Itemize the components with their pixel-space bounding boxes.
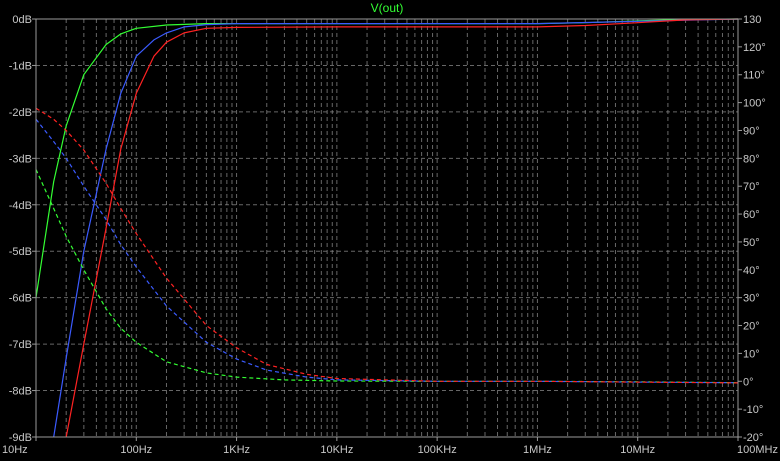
data-series [35, 18, 739, 438]
x-tick-label: 1MHz [523, 444, 552, 456]
grid-lines [36, 19, 738, 437]
left-tick-label: -4dB [9, 200, 32, 212]
left-tick-label: -9dB [9, 432, 32, 444]
right-tick-label: 40° [743, 265, 760, 277]
right-tick-label: 50° [743, 237, 760, 249]
left-tick-label: 0dB [12, 14, 32, 26]
x-tick-label: 10KHz [320, 444, 353, 456]
left-tick-label: -6dB [9, 293, 32, 305]
right-tick-label: 130 [743, 14, 761, 26]
magnitude-series-line-3 [65, 18, 739, 438]
x-tick-label: 100KHz [418, 444, 457, 456]
left-tick-label: -5dB [9, 246, 32, 258]
left-tick-label: -2dB [9, 107, 32, 119]
right-tick-label: 100° [743, 98, 766, 110]
x-tick-label: 100MHz [737, 444, 778, 456]
left-tick-label: -3dB [9, 153, 32, 165]
left-tick-label: -7dB [9, 339, 32, 351]
x-tick-label: 10Hz [2, 444, 28, 456]
phase-series-line-6 [35, 107, 739, 384]
phase-series-line-4 [35, 169, 739, 384]
right-tick-label: 60° [743, 209, 760, 221]
right-tick-label: 10° [743, 348, 760, 360]
chart-title: V(out) [371, 1, 404, 15]
x-tick-label: 10MHz [620, 444, 655, 456]
right-tick-label: -20° [743, 432, 763, 444]
right-tick-label: -10° [743, 404, 763, 416]
plot-frame [35, 18, 739, 438]
right-tick-label: 110° [743, 70, 765, 82]
right-tick-label: 120° [743, 42, 766, 54]
right-tick-label: 90° [743, 125, 760, 137]
right-tick-label: 80° [743, 153, 760, 165]
x-tick-label: 100Hz [120, 444, 152, 456]
left-tick-label: -1dB [9, 60, 32, 72]
right-tick-label: 20° [743, 321, 760, 333]
x-tick-label: 1KHz [223, 444, 250, 456]
left-tick-label: -8dB [9, 386, 32, 398]
right-tick-label: 0° [743, 376, 754, 388]
left-axis-ticks: 0dB -1dB -2dB -3dB -4dB -5dB -6dB -7dB -8dB -9dB [9, 14, 36, 444]
magnitude-series-line-2 [53, 18, 739, 438]
x-axis-ticks: 10Hz 100Hz 1KHz 10KHz 100KHz 1MHz 10MHz 100MHz [2, 437, 778, 456]
right-axis-ticks: 130 120° 110° 100° 90° 80° 70° 60° 50° 40° 30° 20° 1… [738, 14, 766, 444]
right-tick-label: 70° [743, 181, 760, 193]
right-tick-label: 30° [743, 293, 760, 305]
